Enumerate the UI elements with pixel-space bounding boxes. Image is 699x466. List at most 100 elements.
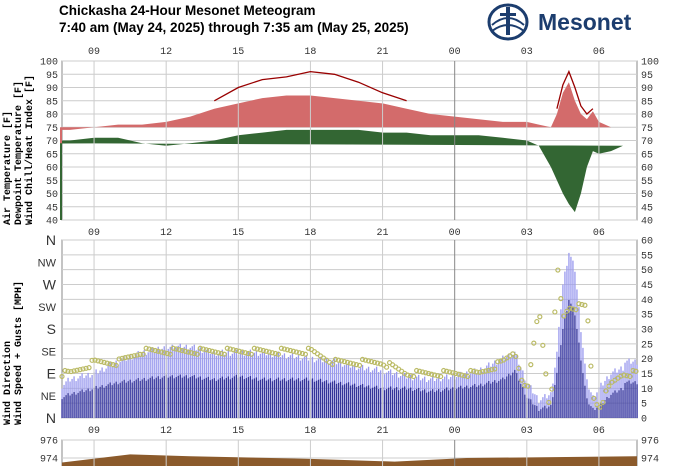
pressure-y-tick-right-976: 976 bbox=[641, 437, 659, 448]
speed-bar-254 bbox=[570, 303, 572, 418]
temp-bottom-x-tick-06: 06 bbox=[593, 228, 605, 239]
speed-bar-47 bbox=[155, 377, 157, 418]
wind-dir-marker-18 bbox=[113, 362, 119, 368]
speed-bar-138 bbox=[337, 382, 340, 418]
speed-bar-19 bbox=[99, 386, 101, 418]
wind-dir-marker-64 bbox=[251, 345, 257, 351]
wind-dir-marker-168 bbox=[564, 308, 570, 314]
speed-bar-257 bbox=[576, 329, 578, 418]
wind-dir-marker-14 bbox=[101, 359, 107, 365]
speed-bar-251 bbox=[564, 317, 566, 418]
wind-dir-marker-47 bbox=[200, 346, 206, 352]
wind-dir-marker-179 bbox=[597, 404, 603, 410]
wind-dir-marker-171 bbox=[573, 307, 579, 313]
temp-bottom-x-tick-03: 03 bbox=[521, 228, 533, 239]
speed-bar-20 bbox=[101, 385, 103, 418]
speed-bar-77 bbox=[215, 381, 217, 418]
speed-bar-191 bbox=[444, 388, 446, 418]
wind-dir-marker-7 bbox=[80, 366, 86, 372]
wind-dir-marker-153 bbox=[519, 377, 525, 383]
speed-bar-50 bbox=[161, 377, 163, 418]
wind-dir-marker-22 bbox=[125, 354, 131, 360]
speed-bar-120 bbox=[301, 380, 304, 418]
speed-bar-30 bbox=[121, 381, 123, 418]
wind-dir-marker-59 bbox=[236, 348, 242, 354]
speed-bar-125 bbox=[311, 378, 314, 418]
wind-y-tick-right-20: 20 bbox=[641, 355, 653, 366]
wind-dir-marker-23 bbox=[128, 353, 134, 359]
speed-bar-90 bbox=[241, 375, 244, 418]
wind-dir-marker-162 bbox=[546, 399, 552, 406]
speed-bar-31 bbox=[123, 379, 125, 418]
speed-bar-34 bbox=[129, 379, 131, 418]
speed-bar-227 bbox=[516, 373, 518, 418]
speed-bar-224 bbox=[510, 375, 512, 418]
wind-y-tick-right-25: 25 bbox=[641, 340, 653, 351]
wind-dir-marker-182 bbox=[606, 383, 612, 389]
speed-bar-101 bbox=[263, 377, 266, 418]
speed-bar-114 bbox=[289, 378, 292, 418]
speed-bar-43 bbox=[147, 379, 149, 418]
speed-bar-144 bbox=[349, 385, 352, 418]
wind-dir-marker-124 bbox=[432, 372, 438, 378]
speed-bar-98 bbox=[257, 380, 260, 418]
wind-dir-marker-11 bbox=[92, 357, 98, 363]
wind-dir-marker-21 bbox=[122, 355, 128, 361]
speed-bar-265 bbox=[592, 407, 594, 418]
speed-bar-140 bbox=[341, 385, 344, 418]
wind-bottom-x-tick-00: 00 bbox=[449, 426, 461, 437]
speed-bar-22 bbox=[105, 385, 107, 418]
wind-dir-marker-101 bbox=[362, 357, 369, 363]
wind-dir-marker-176 bbox=[588, 363, 594, 369]
chart-subtitle: 7:40 am (May 24, 2025) through 7:35 am (… bbox=[59, 20, 409, 35]
wind-dir-tick-5: SE bbox=[41, 346, 56, 358]
temp-top-x-tick-00: 00 bbox=[449, 47, 461, 58]
wind-dir-marker-26 bbox=[137, 351, 143, 358]
speed-bar-207 bbox=[476, 386, 478, 418]
wind-dir-marker-10 bbox=[89, 357, 95, 363]
wind-dir-marker-161 bbox=[543, 371, 549, 377]
speed-bar-141 bbox=[343, 384, 346, 418]
speed-bar-209 bbox=[480, 383, 482, 418]
speed-bar-240 bbox=[542, 407, 544, 418]
wind-dir-marker-102 bbox=[365, 358, 372, 364]
speed-bar-105 bbox=[271, 381, 274, 418]
temp-bottom-x-tick-15: 15 bbox=[232, 228, 244, 239]
wind-dir-marker-143 bbox=[489, 367, 495, 373]
temp-bottom-x-tick-00: 00 bbox=[449, 228, 461, 239]
speed-bar-225 bbox=[512, 372, 514, 418]
wind-dir-marker-188 bbox=[624, 373, 630, 379]
wind-dir-marker-121 bbox=[423, 370, 429, 376]
wind-dir-marker-51 bbox=[212, 349, 218, 355]
wind-dir-tick-3: SW bbox=[38, 302, 56, 314]
speed-bar-123 bbox=[307, 380, 310, 418]
speed-bar-32 bbox=[125, 382, 127, 418]
wind-dir-marker-154 bbox=[522, 382, 528, 388]
speed-bar-13 bbox=[87, 388, 89, 418]
speed-bar-226 bbox=[514, 369, 516, 418]
wind-dir-marker-115 bbox=[405, 372, 411, 378]
speed-bar-94 bbox=[249, 376, 252, 418]
wind-dir-marker-27 bbox=[140, 351, 146, 357]
temp-y-tick-right-100: 100 bbox=[641, 58, 659, 69]
speed-bar-261 bbox=[584, 385, 586, 418]
label-heat-index: Heat Index [F] bbox=[24, 75, 36, 159]
speed-bar-42 bbox=[145, 380, 147, 418]
temp-y-tick-right-55: 55 bbox=[641, 177, 653, 188]
speed-bar-45 bbox=[151, 376, 153, 418]
speed-bar-26 bbox=[113, 383, 115, 418]
speed-bar-213 bbox=[488, 381, 490, 418]
temp-y-tick-right-90: 90 bbox=[641, 84, 653, 95]
speed-bar-215 bbox=[492, 381, 494, 418]
gust-bar-265 bbox=[592, 395, 594, 418]
wind-dir-marker-33 bbox=[158, 349, 164, 355]
speed-bar-40 bbox=[141, 379, 143, 418]
wind-dir-marker-62 bbox=[245, 350, 251, 357]
speed-bar-181 bbox=[424, 389, 426, 418]
speed-bar-24 bbox=[109, 382, 111, 418]
wind-y-tick-right-5: 5 bbox=[641, 400, 647, 411]
speed-bar-274 bbox=[610, 394, 612, 418]
wind-dir-marker-92 bbox=[335, 357, 342, 363]
speed-bar-37 bbox=[135, 379, 137, 418]
wind-dir-marker-5 bbox=[74, 367, 80, 373]
